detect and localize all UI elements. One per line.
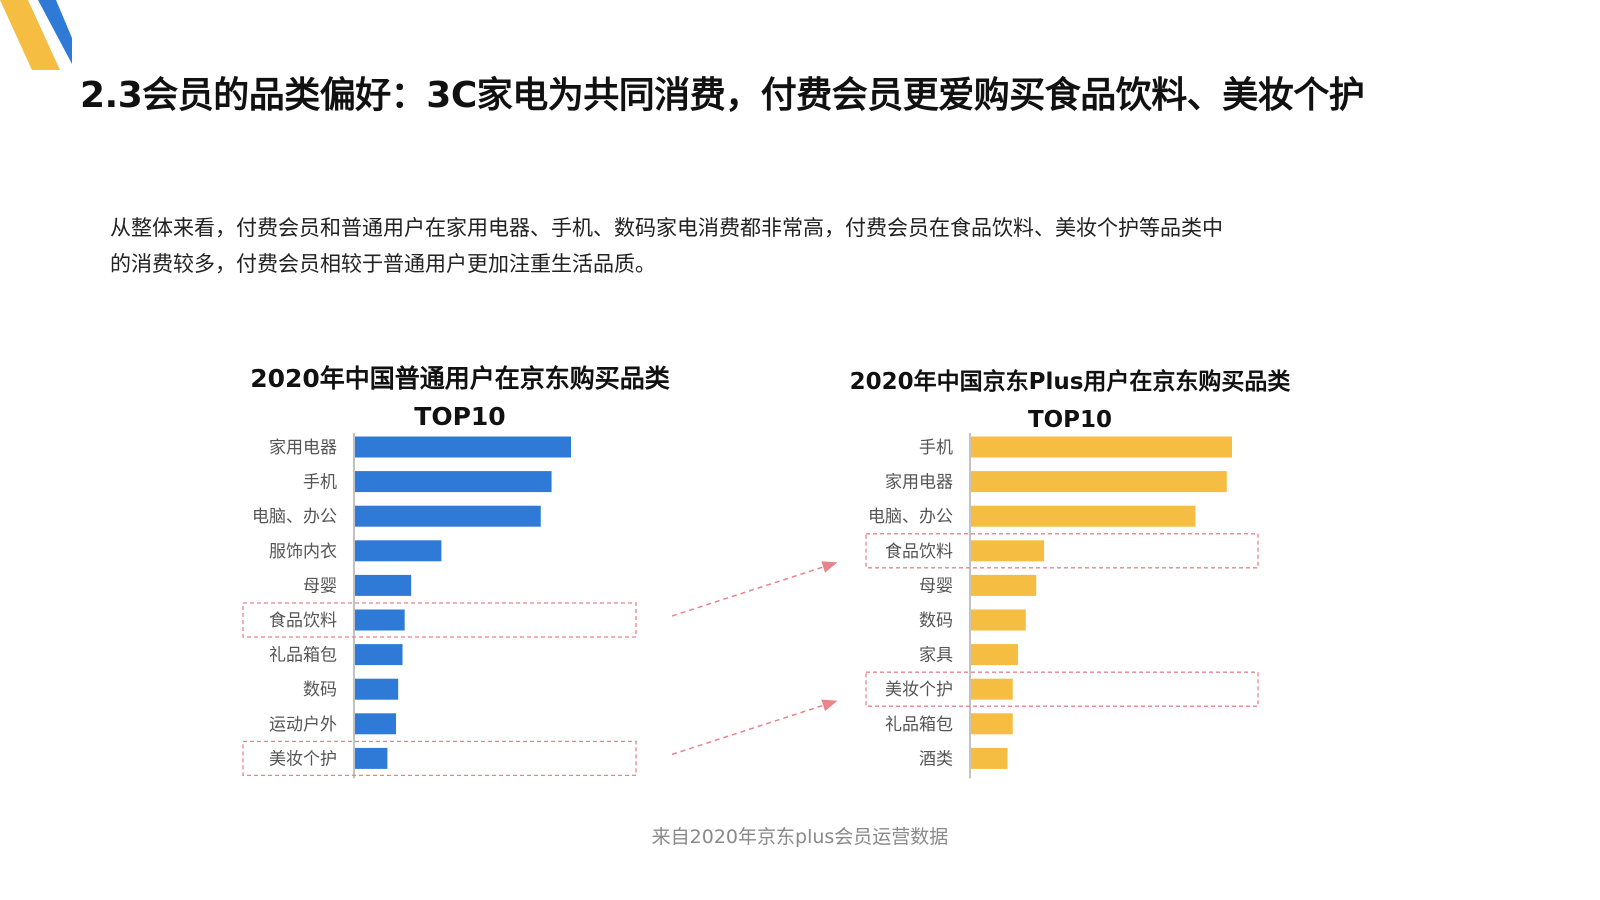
right-label-家用电器: 家用电器	[885, 473, 953, 493]
right-label-酒类: 酒类	[919, 749, 953, 769]
arrow-食品饮料	[671, 561, 838, 617]
right-bar-电脑办公	[971, 505, 1196, 527]
right-label-礼品箱包: 礼品箱包	[885, 715, 953, 735]
right-bar-家具	[971, 644, 1018, 666]
left-chart-title-line2: TOP10	[414, 402, 506, 431]
right-label-手机: 手机	[919, 438, 953, 458]
left-bar-电脑办公	[355, 505, 541, 527]
left-label-母婴: 母婴	[303, 576, 337, 596]
right-bar-母婴	[971, 574, 1037, 596]
right-label-食品饮料: 食品饮料	[885, 542, 953, 562]
source-note: 来自2020年京东plus会员运营数据	[651, 826, 949, 848]
left-label-家用电器: 家用电器	[269, 438, 337, 458]
right-label-数码: 数码	[919, 611, 953, 631]
arrow-美妆个护	[671, 699, 838, 756]
right-label-母婴: 母婴	[919, 576, 953, 596]
left-bar-服饰内衣	[355, 540, 442, 562]
right-bar-美妆个护	[971, 678, 1013, 700]
left-bar-美妆个护	[355, 747, 388, 769]
left-bar-母婴	[355, 574, 412, 596]
description-line-2: 的消费较多，付费会员相较于普通用户更加注重生活品质。	[110, 252, 656, 276]
left-bar-运动户外	[355, 713, 397, 735]
right-highlight-box-美妆个护	[865, 671, 1259, 707]
right-label-家具: 家具	[919, 646, 953, 666]
left-label-服饰内衣: 服饰内衣	[269, 542, 337, 562]
description-text: 从整体来看，付费会员和普通用户在家用电器、手机、数码家电消费都非常高，付费会员在…	[110, 210, 1370, 282]
right-bar-数码	[971, 609, 1026, 631]
right-bar-礼品箱包	[971, 713, 1013, 735]
right-bar-手机	[971, 436, 1232, 458]
right-bar-家用电器	[971, 471, 1227, 493]
left-chart-title-line1: 2020年中国普通用户在京东购买品类	[250, 364, 670, 393]
left-label-食品饮料: 食品饮料	[269, 611, 337, 631]
right-chart-title: 2020年中国京东Plus用户在京东购买品类 TOP10	[840, 363, 1300, 439]
right-label-电脑办公: 电脑、办公	[868, 507, 953, 527]
description-line-1: 从整体来看，付费会员和普通用户在家用电器、手机、数码家电消费都非常高，付费会员在…	[110, 216, 1223, 240]
left-highlight-box-美妆个护	[242, 740, 637, 777]
left-label-美妆个护: 美妆个护	[269, 749, 337, 769]
right-highlight-box-食品饮料	[865, 533, 1259, 569]
brand-logo	[0, 0, 72, 70]
left-bar-数码	[355, 678, 399, 700]
left-label-运动户外: 运动户外	[269, 715, 337, 735]
right-chart-title-line1: 2020年中国京东Plus用户在京东购买品类	[849, 369, 1291, 395]
page-title: 2.3会员的品类偏好：3C家电为共同消费，付费会员更爱购买食品饮料、美妆个护	[80, 75, 1365, 116]
left-label-数码: 数码	[303, 680, 337, 700]
left-bar-家用电器	[355, 436, 571, 458]
right-bar-食品饮料	[971, 540, 1045, 562]
right-label-美妆个护: 美妆个护	[885, 680, 953, 700]
left-highlight-box-食品饮料	[242, 602, 637, 638]
left-bar-食品饮料	[355, 609, 405, 631]
left-chart-title: 2020年中国普通用户在京东购买品类 TOP10	[225, 360, 695, 436]
comparison-arrows	[671, 561, 838, 756]
right-bar-酒类	[971, 747, 1008, 769]
left-label-礼品箱包: 礼品箱包	[269, 646, 337, 666]
right-chart-title-line2: TOP10	[1027, 407, 1113, 433]
left-bar-礼品箱包	[355, 644, 403, 666]
left-label-手机: 手机	[303, 473, 337, 493]
left-bar-手机	[355, 471, 552, 493]
left-label-电脑办公: 电脑、办公	[252, 507, 337, 527]
